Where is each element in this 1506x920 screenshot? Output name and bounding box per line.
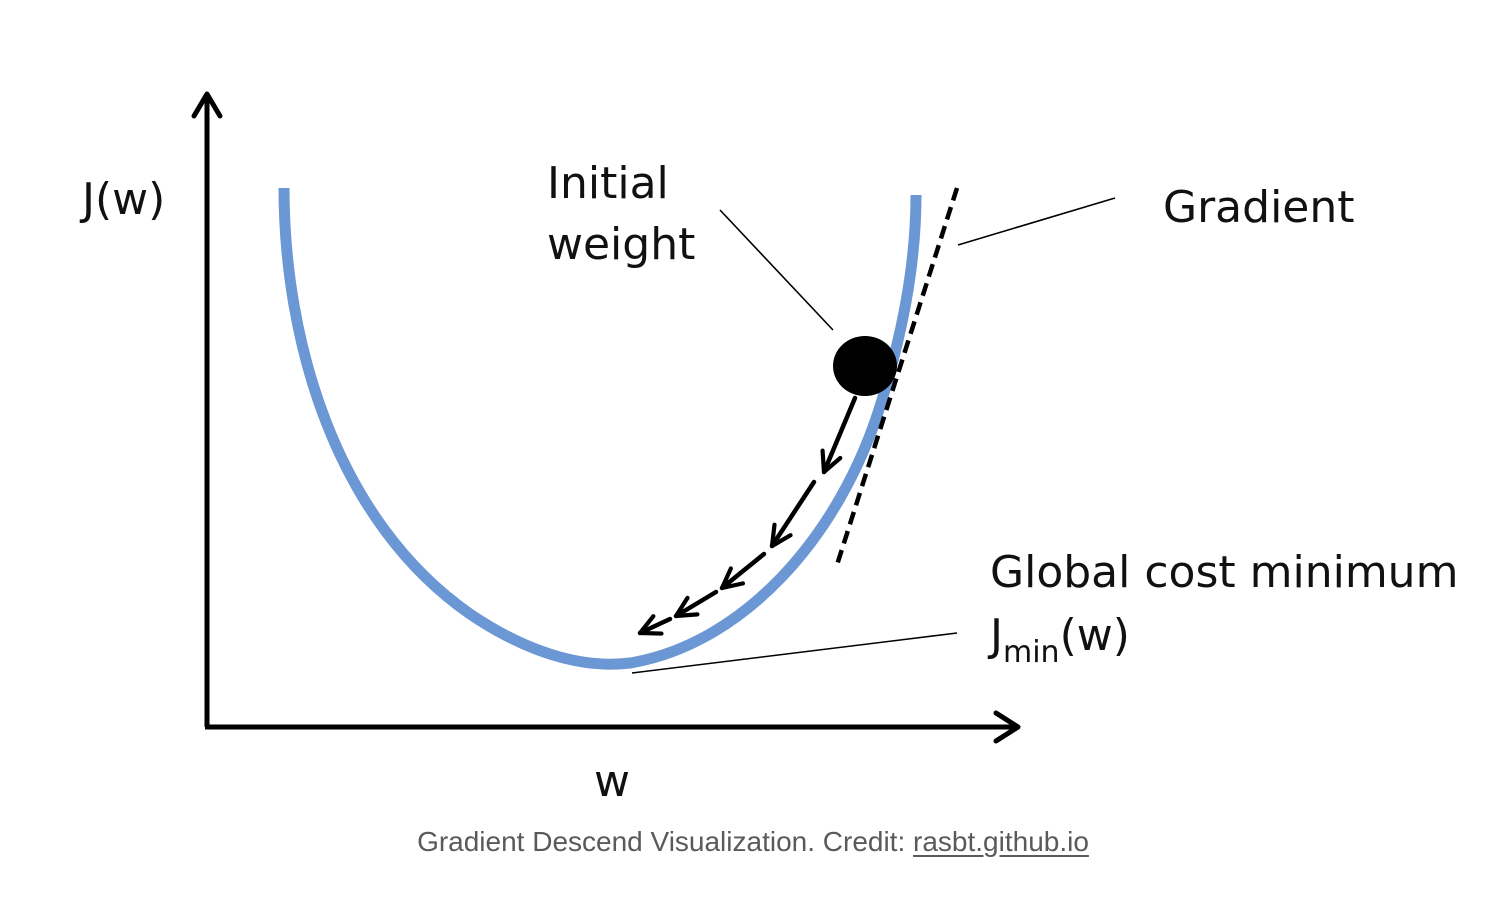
gradient-leader-line — [957, 197, 1116, 246]
descent-step-arrow — [769, 479, 817, 549]
initial-weight-leader-line — [719, 209, 834, 331]
global-minimum-leader-line — [631, 632, 958, 674]
descent-steps — [637, 395, 858, 636]
gradient-tangent-line — [833, 187, 960, 569]
credit-link[interactable]: rasbt.github.io — [913, 826, 1089, 857]
y-axis-label: J(w) — [79, 174, 165, 225]
caption-text: Gradient Descend Visualization. Credit: — [417, 826, 914, 857]
axes — [191, 91, 1021, 744]
descent-step-arrow — [637, 614, 673, 636]
x-axis-label: w — [594, 756, 630, 807]
jmin-label: Jmin(w) — [987, 610, 1130, 670]
y-axis-arrowhead — [191, 91, 223, 119]
descent-step-arrow — [673, 589, 719, 619]
descent-step-arrow — [820, 395, 858, 475]
initial-weight-label-line1: Initial — [547, 158, 669, 209]
jmin-subscript: min — [1003, 635, 1060, 670]
initial-weight-point — [833, 336, 897, 396]
gradient-label: Gradient — [1163, 182, 1355, 233]
jmin-base: J — [987, 610, 1003, 661]
x-axis-arrowhead — [993, 710, 1021, 744]
jmin-tail: (w) — [1060, 610, 1130, 661]
figure-caption: Gradient Descend Visualization. Credit: … — [0, 826, 1506, 858]
global-minimum-label: Global cost minimum — [990, 547, 1458, 598]
descent-step-arrow — [719, 551, 767, 591]
initial-weight-label-line2: weight — [547, 219, 695, 270]
